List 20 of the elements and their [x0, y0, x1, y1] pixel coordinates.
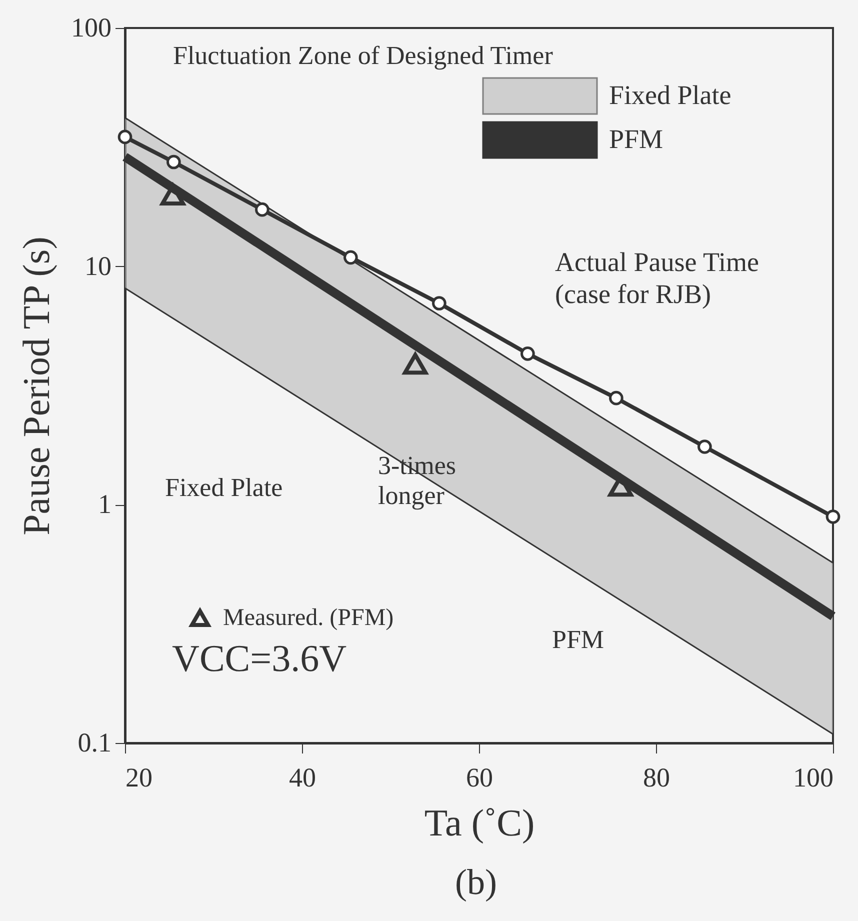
annotation: VCC=3.6V	[172, 638, 348, 680]
x-tick-label: 100	[793, 762, 834, 792]
x-tick-label: 40	[289, 762, 316, 792]
legend-label: PFM	[609, 124, 664, 154]
annotation: PFM	[552, 625, 604, 654]
x-tick-label: 80	[643, 762, 670, 792]
series-label: Actual Pause Time (case for RJB)	[555, 247, 760, 309]
y-axis-title: Pause Period TP (s)	[16, 236, 58, 536]
legend-title: Fluctuation Zone of Designed Timer	[173, 41, 554, 70]
annotation: Fixed Plate	[165, 473, 283, 502]
legend-label: Measured. (PFM)	[223, 605, 394, 631]
text: (b)	[455, 862, 497, 902]
y-tick-label: 10	[84, 250, 112, 281]
legend-label: Fixed Plate	[609, 80, 732, 110]
y-tick-label: 0.1	[78, 728, 112, 758]
y-tick-label: 100	[71, 12, 112, 42]
x-tick-label: 60	[466, 762, 493, 792]
x-axis-title: Ta (˚C)	[424, 802, 535, 844]
x-tick-label: 20	[126, 762, 152, 792]
y-tick-label: 1	[98, 489, 112, 520]
